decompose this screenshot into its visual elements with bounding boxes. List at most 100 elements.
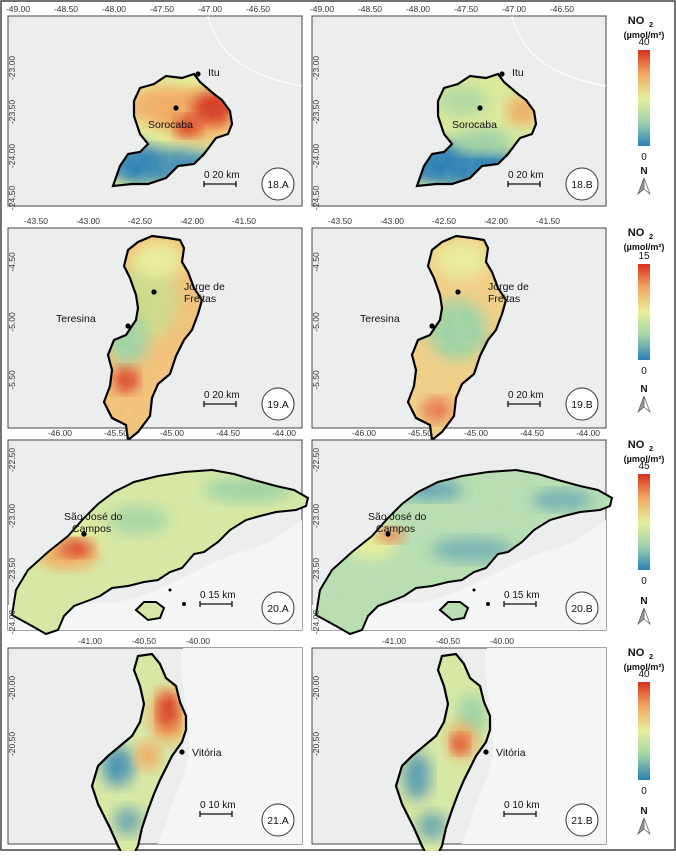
colorbar-min: 0	[641, 152, 647, 163]
city-label: Vitória	[496, 747, 526, 759]
panel-overlay-21b: -41.00 -40.50 -40.00 -20.00 -20.50 Vitória 0 1…	[311, 636, 599, 837]
city-label-line2: Campos	[376, 523, 415, 535]
city-label-line2: Freitas	[488, 293, 520, 305]
north-label: N	[640, 384, 647, 395]
north-arrow-icon	[637, 607, 645, 626]
north-arrow-icon	[637, 177, 645, 196]
panel-badge	[565, 803, 599, 837]
y-tick-label: -5.00	[7, 312, 17, 332]
city-label-line1: São José do	[368, 511, 427, 523]
city-label: Itu	[512, 67, 524, 79]
city-marker	[455, 289, 461, 295]
city-marker	[125, 323, 131, 329]
city-label-line1: São José do	[64, 511, 123, 523]
city-marker	[81, 531, 87, 537]
x-tick-label: -48.50	[358, 4, 382, 14]
x-tick-label: -49.00	[6, 4, 30, 14]
x-tick-label: -44.00	[272, 428, 296, 438]
map-panel-18a: -49.00 -48.50 -48.00 -47.50 -47.00 -46.50 -23.…	[6, 4, 303, 210]
north-arrow-icon	[637, 395, 645, 414]
x-tick-label: -40.00	[490, 636, 514, 646]
y-tick-label: -24.00	[7, 144, 17, 168]
city-label: Sorocaba	[148, 119, 193, 131]
x-tick-label: -41.00	[78, 636, 102, 646]
legend-units: (µmol/m²)	[624, 30, 665, 40]
x-tick-label: -48.00	[406, 4, 430, 14]
x-tick-label: -46.50	[246, 4, 270, 14]
panel-label: 19.A	[267, 399, 289, 411]
colorbar	[638, 264, 650, 360]
x-tick-label: -40.00	[186, 636, 210, 646]
legend-title: NO	[628, 15, 645, 27]
panel-badge	[261, 167, 295, 201]
y-tick-label: -20.50	[311, 732, 321, 756]
x-tick-label: -42.00	[180, 216, 204, 226]
y-tick-label: -24.50	[7, 186, 17, 210]
colorbar-max: 45	[638, 461, 650, 472]
city-label: Teresina	[360, 313, 400, 325]
y-tick-label: -24.50	[311, 186, 321, 210]
north-arrow-icon-half	[643, 177, 651, 196]
y-tick-label: -5.50	[311, 370, 321, 390]
y-tick-label: -23.00	[311, 56, 321, 80]
x-tick-label: -48.00	[102, 4, 126, 14]
panel-badge	[565, 387, 599, 421]
y-tick-label: -20.50	[7, 732, 17, 756]
y-tick-label: -23.00	[7, 504, 17, 528]
city-marker	[151, 289, 157, 295]
y-tick-label: -22.50	[7, 448, 17, 472]
x-tick-label: -45.00	[160, 428, 184, 438]
legend-title-subscript: 2	[649, 20, 653, 29]
map-panel-18b: -49.00 -48.50 -48.00 -47.50 -47.00 -46.50 -23.…	[310, 4, 607, 210]
y-tick-label: -5.00	[311, 312, 321, 332]
panel-label: 18.A	[267, 179, 289, 191]
panel-overlay-20a: -46.00 -45.50 -45.00 -44.50 -44.00 -22.50 -23.…	[7, 428, 296, 634]
panel-badge	[261, 591, 295, 625]
city-label: Sorocaba	[452, 119, 497, 131]
colorbar	[638, 682, 650, 780]
panel-overlay-20b: -46.00 -45.50 -45.00 -44.50 -44.00 -22.50 -23.…	[311, 428, 600, 634]
city-marker	[499, 71, 505, 77]
panel-overlay-18a: -49.00 -48.50 -48.00 -47.50 -47.00 -46.50 -23.…	[6, 4, 295, 210]
city-marker	[173, 105, 179, 111]
legend-units: (µmol/m²)	[624, 454, 665, 464]
city-label: Vitória	[192, 747, 222, 759]
y-tick-label: -23.50	[7, 558, 17, 582]
panel-overlay-18b: -49.00 -48.50 -48.00 -47.50 -47.00 -46.50 -23.…	[310, 4, 599, 210]
panel-badge	[261, 387, 295, 421]
legend-title-subscript: 2	[649, 232, 653, 241]
north-label: N	[640, 806, 647, 817]
x-tick-label: -42.50	[432, 216, 456, 226]
map-panel-19b: -43.50 -43.00 -42.50 -42.00 -41.50 -4.50 -5.00…	[311, 216, 607, 442]
x-tick-label: -43.50	[328, 216, 352, 226]
colorbar-max: 40	[638, 669, 650, 680]
panel-label: 20.B	[571, 603, 593, 615]
city-marker	[429, 323, 435, 329]
legend-units: (µmol/m²)	[624, 662, 665, 672]
city-label: Teresina	[56, 313, 96, 325]
panel-badge	[565, 167, 599, 201]
x-tick-label: -44.00	[576, 428, 600, 438]
legend-units: (µmol/m²)	[624, 242, 665, 252]
north-arrow-icon-half	[643, 817, 651, 836]
panel-badge	[261, 803, 295, 837]
y-tick-label: -23.00	[7, 56, 17, 80]
colorbar-max: 15	[638, 251, 650, 262]
city-marker	[195, 71, 201, 77]
x-tick-label: -46.00	[48, 428, 72, 438]
scale-bar-label: 0 10 km	[200, 800, 236, 811]
x-tick-label: -46.50	[550, 4, 574, 14]
y-tick-label: -24.00	[7, 610, 17, 634]
legend-title: NO	[628, 647, 645, 659]
city-label-line2: Freitas	[184, 293, 216, 305]
north-arrow-icon	[637, 817, 645, 836]
x-tick-label: -41.00	[382, 636, 406, 646]
x-tick-label: -42.00	[484, 216, 508, 226]
city-label: Itu	[208, 67, 220, 79]
x-tick-label: -49.00	[310, 4, 334, 14]
scale-bar-label: 0 20 km	[204, 170, 240, 181]
legend-title-subscript: 2	[649, 652, 653, 661]
x-tick-label: -45.50	[408, 428, 432, 438]
y-tick-label: -24.00	[311, 610, 321, 634]
y-tick-label: -23.00	[311, 504, 321, 528]
